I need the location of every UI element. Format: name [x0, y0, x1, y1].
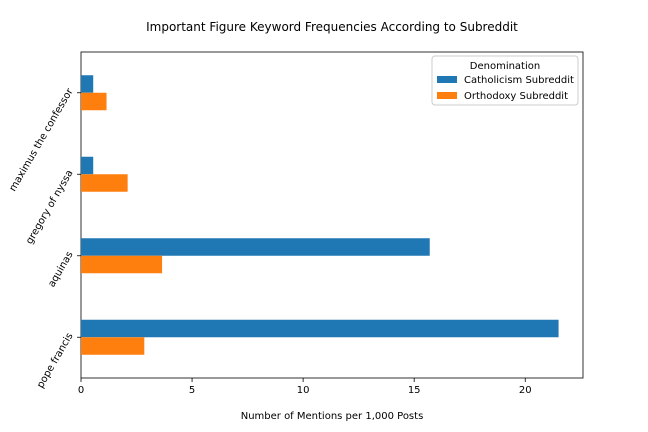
y-tick-label: aquinas: [46, 250, 75, 290]
x-tick-label: 10: [297, 385, 310, 396]
chart-title: Important Figure Keyword Frequencies Acc…: [146, 20, 518, 34]
x-axis-ticks: 0 5 10 15 20: [78, 378, 532, 396]
x-axis-label: Number of Mentions per 1,000 Posts: [241, 411, 424, 422]
plot-area: [80, 51, 584, 379]
bar-gregory-of-nyssa-orthodoxy: [81, 174, 128, 192]
legend-label: Catholicism Subreddit: [464, 75, 574, 86]
legend-swatch: [437, 76, 457, 83]
bar-gregory-of-nyssa-catholicism: [81, 156, 94, 175]
bar-aquinas-orthodoxy: [81, 255, 163, 274]
bar-aquinas-catholicism: [81, 238, 430, 256]
x-tick-label: 5: [189, 385, 195, 396]
legend-swatch: [437, 92, 457, 99]
legend: Denomination Catholicism Subreddit Orthod…: [431, 55, 579, 106]
legend-label: Orthodoxy Subreddit: [464, 91, 568, 102]
bar-pope-francis-orthodoxy: [81, 337, 145, 355]
legend-title: Denomination: [470, 61, 540, 72]
y-tick-label: gregory of nyssa: [24, 168, 75, 246]
x-tick-label: 20: [519, 385, 532, 396]
x-tick-label: 15: [408, 385, 421, 396]
x-tick-label: 0: [78, 385, 84, 396]
legend-box: [431, 55, 579, 106]
bar-maximus-the-confessor-orthodoxy: [81, 92, 107, 111]
bar-maximus-the-confessor-catholicism: [81, 75, 94, 93]
bars: [81, 75, 559, 355]
legend-items: Catholicism Subreddit Orthodoxy Subreddit: [437, 75, 574, 102]
bar-pope-francis-catholicism: [81, 319, 559, 338]
y-tick-label: pope francis: [35, 331, 75, 390]
